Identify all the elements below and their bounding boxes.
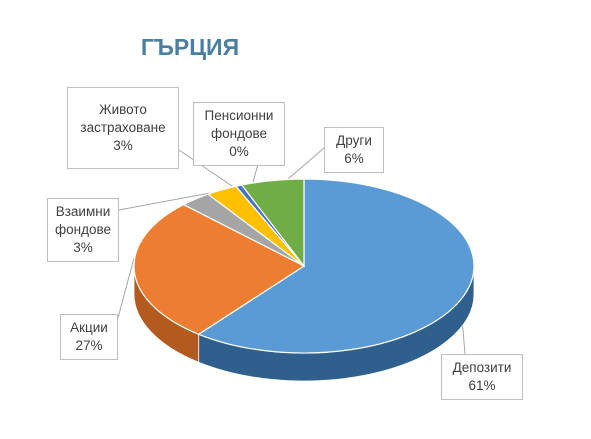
label-deposits: Депозити 61%	[441, 354, 523, 400]
pie-tops	[133, 178, 475, 354]
leader-line-2	[118, 192, 211, 211]
slice-1	[133, 203, 306, 335]
slice-5	[240, 178, 305, 268]
label-life-insurance: Живото застраховане 3%	[67, 87, 179, 169]
leader-lines	[117, 147, 466, 355]
leader-line-5	[287, 147, 325, 180]
leader-line-1	[117, 257, 135, 319]
label-pension-funds: Пенсионни фондове 0%	[193, 102, 285, 166]
label-mutual-funds: Взаимни фондове 3%	[47, 198, 119, 262]
label-shares: Акции 27%	[60, 314, 118, 360]
chart-title: ГЪРЦИЯ	[140, 34, 240, 60]
leader-line-3	[178, 149, 233, 187]
label-other: Други 6%	[324, 127, 384, 173]
slice-0	[197, 178, 475, 354]
